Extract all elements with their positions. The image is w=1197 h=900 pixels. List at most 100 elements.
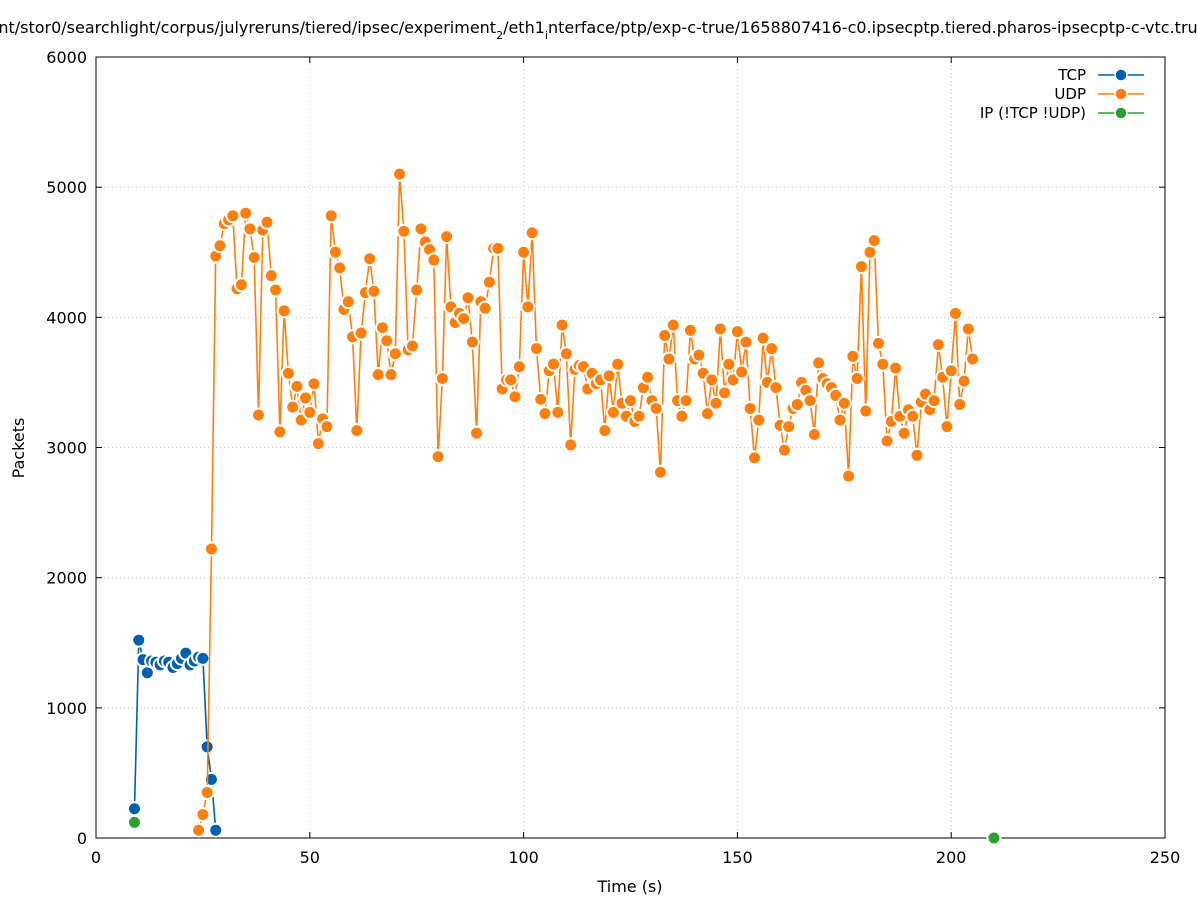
data-point-udp xyxy=(413,221,429,237)
data-point-udp xyxy=(657,328,673,344)
data-point-udp xyxy=(939,419,955,435)
data-point-udp xyxy=(469,425,485,441)
data-point-udp xyxy=(623,393,638,409)
data-point-udp xyxy=(409,282,425,298)
data-point-udp xyxy=(832,412,848,428)
data-point-udp xyxy=(712,321,728,337)
data-point-udp xyxy=(242,221,258,237)
data-point-udp xyxy=(396,223,412,239)
data-point-udp xyxy=(481,274,497,290)
data-point-udp xyxy=(661,351,677,367)
data-point-udp xyxy=(597,423,613,439)
data-point-tcp xyxy=(131,632,147,648)
data-point-udp xyxy=(285,399,301,415)
legend-marker-tcp xyxy=(1114,68,1128,82)
data-point-ip-other xyxy=(126,814,142,830)
y-tick-label: 1000 xyxy=(46,699,87,718)
axis-ticks: 0 50 100 150 200 250 0 1000 2000 3000 4000 5000 6000 xyxy=(46,48,1180,867)
data-point-udp xyxy=(528,341,544,357)
x-tick-label: 200 xyxy=(936,848,967,867)
data-point-udp xyxy=(640,369,656,385)
data-point-udp xyxy=(507,389,523,405)
grid xyxy=(96,57,1165,838)
data-point-udp xyxy=(956,373,972,389)
data-point-udp xyxy=(888,360,904,376)
y-axis-label: Packets xyxy=(9,418,28,479)
data-point-udp xyxy=(246,249,262,265)
data-point-udp xyxy=(250,407,266,423)
data-point-udp xyxy=(546,356,562,372)
x-tick-label: 0 xyxy=(91,848,101,867)
data-point-udp xyxy=(806,426,822,442)
data-point-udp xyxy=(879,433,895,449)
data-point-udp xyxy=(789,397,805,413)
y-tick-label: 6000 xyxy=(46,48,87,67)
chart-title-rest: nterface/ptp/exp-c-true/1658807416-c0.ip… xyxy=(548,18,1197,37)
data-point-udp xyxy=(426,252,442,268)
data-point-udp xyxy=(674,408,690,424)
data-point-udp xyxy=(781,419,797,435)
data-point-udp xyxy=(682,322,698,338)
data-point-udp xyxy=(764,341,780,357)
data-point-udp xyxy=(404,338,420,354)
data-point-udp xyxy=(516,244,532,260)
data-point-udp xyxy=(717,385,733,401)
data-point-udp xyxy=(434,371,450,387)
data-point-ip-other xyxy=(986,830,1002,846)
data-point-udp xyxy=(875,356,891,372)
legend-label-udp: UDP xyxy=(1054,85,1086,103)
data-point-udp xyxy=(456,311,472,327)
data-point-udp xyxy=(374,320,390,336)
data-point-udp xyxy=(268,282,284,298)
data-point-udp xyxy=(729,324,745,340)
data-point-udp xyxy=(430,449,446,465)
chart-title-subscript-2: i xyxy=(545,29,548,42)
data-point-udp xyxy=(238,205,254,221)
data-point-udp xyxy=(387,346,403,362)
data-point-udp xyxy=(340,294,356,310)
data-point-udp xyxy=(755,330,771,346)
data-point-udp xyxy=(610,356,626,372)
data-point-udp xyxy=(905,408,921,424)
data-point-udp xyxy=(947,305,963,321)
data-point-udp xyxy=(960,321,976,337)
data-point-udp xyxy=(930,337,946,353)
data-point-udp xyxy=(943,363,959,379)
y-tick-label: 4000 xyxy=(46,308,87,327)
data-point-udp xyxy=(563,437,579,453)
x-tick-label: 150 xyxy=(722,848,753,867)
data-point-udp xyxy=(871,335,887,351)
data-point-udp xyxy=(379,333,395,349)
data-point-udp xyxy=(289,378,305,394)
data-point-udp xyxy=(319,419,335,435)
data-point-udp xyxy=(554,317,570,333)
data-point-tcp xyxy=(126,801,142,817)
data-point-udp xyxy=(520,299,536,315)
data-point-udp xyxy=(836,395,852,411)
data-point-udp xyxy=(747,450,763,466)
data-point-udp xyxy=(524,225,540,241)
data-point-udp xyxy=(926,393,942,409)
data-point-udp xyxy=(751,412,767,428)
data-point-udp xyxy=(439,229,455,245)
data-point-udp xyxy=(811,355,827,371)
data-point-udp xyxy=(490,240,506,256)
data-point-udp xyxy=(477,300,493,316)
data-point-udp xyxy=(332,260,348,276)
data-point-udp xyxy=(280,365,296,381)
data-point-udp xyxy=(263,268,279,284)
y-tick-label: 5000 xyxy=(46,178,87,197)
chart-title: nt/stor0/searchlight/corpus/julyreruns/t… xyxy=(0,18,1197,42)
data-point-udp xyxy=(601,368,617,384)
data-point-tcp xyxy=(195,650,211,666)
data-point-udp xyxy=(896,425,912,441)
data-point-udp xyxy=(353,325,369,341)
y-tick-label: 2000 xyxy=(46,569,87,588)
x-tick-label: 50 xyxy=(300,848,320,867)
data-point-tcp xyxy=(208,822,224,838)
data-point-udp xyxy=(841,468,857,484)
data-point-udp xyxy=(652,464,668,480)
data-point-udp xyxy=(533,391,549,407)
